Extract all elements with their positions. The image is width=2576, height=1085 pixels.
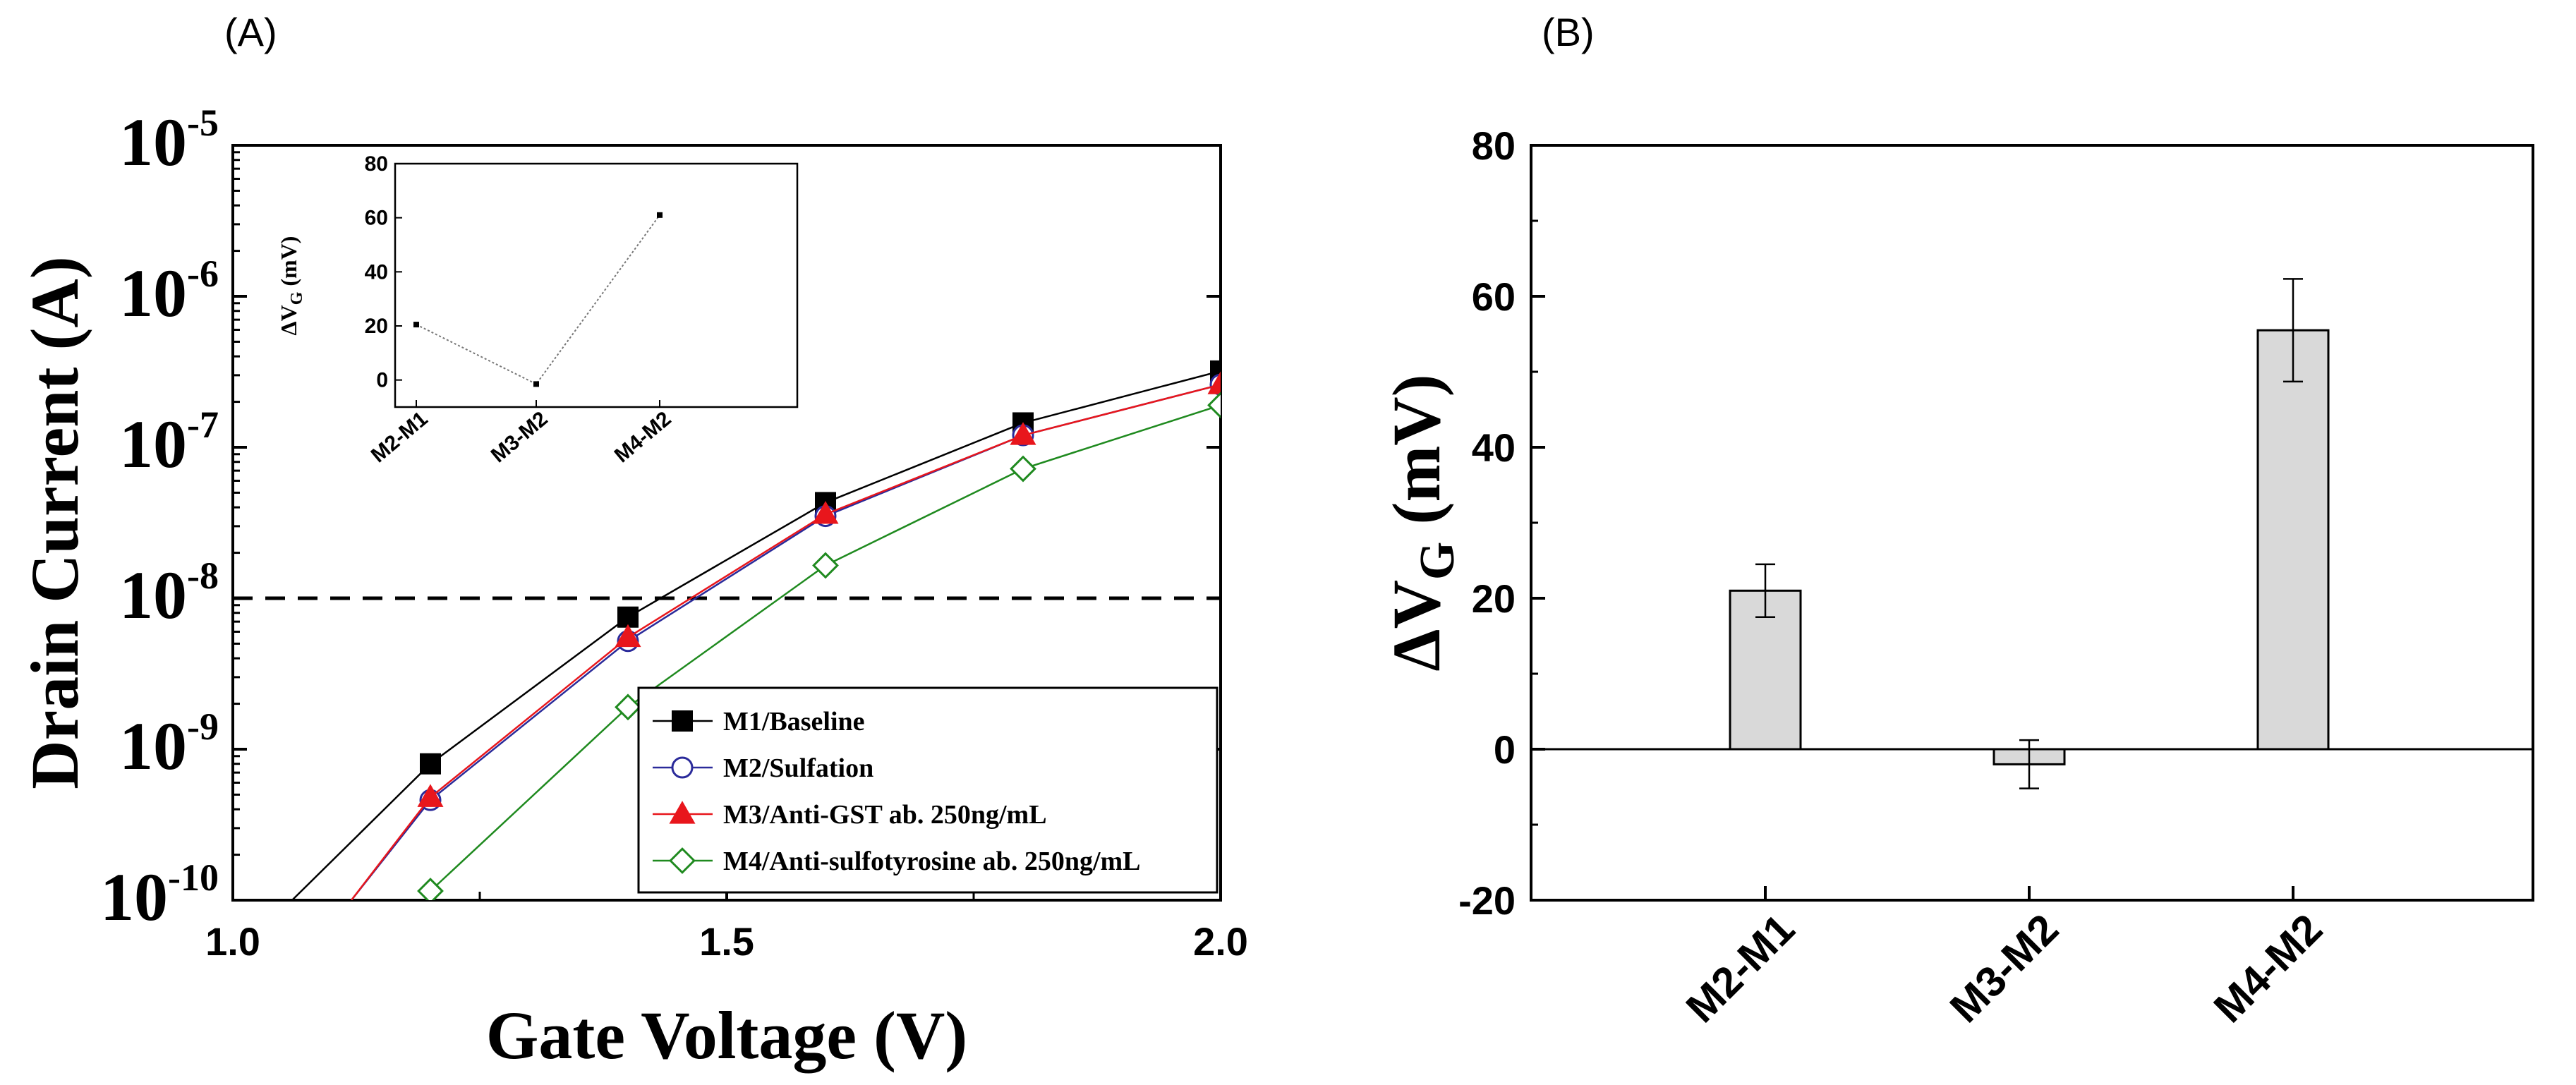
- marker-triangle: [1207, 371, 1221, 394]
- legend-box: [637, 686, 1219, 894]
- inset-y-ticks: 0 20 40 60 80: [365, 152, 402, 392]
- inset-y-title-sub: G: [288, 291, 306, 305]
- panel-b-bars: [1729, 278, 2330, 789]
- x-tick-label: 1.0: [205, 919, 260, 964]
- y-tick-base: 10: [119, 406, 187, 482]
- inset-point: [657, 212, 663, 218]
- marker-triangle: [1010, 422, 1036, 445]
- marker-diamond: [669, 847, 696, 874]
- y-tick-base: 10: [100, 859, 168, 935]
- inset-y-title-main: ΔV: [276, 305, 301, 335]
- y-tick-base: 10: [119, 255, 187, 331]
- b-y-tick-label: 40: [1472, 425, 1516, 470]
- inset-series: [413, 212, 663, 387]
- inset-y-tick-label: 0: [376, 369, 388, 392]
- b-y-tick-label: 60: [1472, 274, 1516, 319]
- y-tick-base: 10: [119, 708, 187, 784]
- series-line: [351, 383, 1221, 900]
- inset-y-tick-label: 20: [365, 315, 388, 338]
- y-tick-label: 10-6: [119, 253, 219, 331]
- b-y-tick-label: 80: [1472, 123, 1516, 168]
- y-tick-base: 10: [119, 104, 187, 180]
- y-tick-exponent: -8: [187, 554, 219, 597]
- panel-a-y-axis-title: Drain Current (A): [17, 256, 92, 789]
- inset-y-title-unit: (mV): [276, 236, 301, 292]
- marker-diamond: [615, 693, 641, 721]
- panel-a-label: (A): [224, 10, 277, 54]
- series-line: [291, 370, 1221, 900]
- bar: [2256, 329, 2330, 751]
- inset-y-tick-label: 40: [365, 260, 388, 284]
- legend-label: M1/Baseline: [723, 707, 865, 737]
- inset-point: [413, 322, 419, 328]
- y-tick-label: 10-9: [119, 705, 219, 784]
- marker-triangle: [417, 784, 444, 807]
- series-3: [351, 371, 1221, 900]
- marker-diamond: [812, 552, 839, 579]
- panel-b: (B) -20 0 20 40 60 80 M2-M1 M3-M2 M4-M2 ΔVG (mV…: [1379, 10, 2534, 1031]
- inset-x-tick-label: M2-M1: [367, 407, 433, 467]
- inset-y-tick-label: 80: [365, 152, 388, 176]
- inset-y-axis-title: ΔVG (mV): [276, 236, 306, 336]
- marker-circle: [671, 756, 694, 779]
- inset-chart: 0 20 40 60 80 M2-M1 M3-M2 M4-M2 ΔVG (mV): [276, 152, 799, 467]
- y-tick-base: 10: [119, 557, 187, 633]
- y-tick-label: 10-5: [119, 102, 219, 180]
- b-y-tick-label: 0: [1494, 727, 1516, 772]
- marker-triangle: [812, 501, 839, 524]
- b-x-tick-label: M4-M2: [2205, 905, 2331, 1031]
- b-y-tick-label: -20: [1458, 878, 1516, 923]
- y-tick-exponent: -5: [187, 102, 219, 144]
- marker-diamond: [1010, 455, 1036, 483]
- legend-label: M3/Anti-GST ab. 250ng/mL: [723, 800, 1047, 830]
- panel-a-x-ticks: 1.0 1.5 2.0: [205, 886, 1248, 964]
- marker-triangle: [669, 801, 696, 824]
- y-tick-label: 10-8: [119, 554, 219, 633]
- panel-b-label: (B): [1542, 10, 1595, 54]
- legend-label: M4/Anti-sulfotyrosine ab. 250ng/mL: [723, 847, 1141, 876]
- b-x-tick-label: M2-M1: [1677, 905, 1803, 1031]
- panel-b-y-title-unit: (mV): [1379, 374, 1454, 541]
- inset-x-tick-label: M4-M2: [610, 407, 676, 467]
- x-tick-label: 1.5: [699, 919, 754, 964]
- panel-b-y-title-main: ΔV: [1379, 580, 1454, 672]
- marker-square: [617, 606, 639, 628]
- inset-point: [533, 381, 539, 387]
- b-x-tick-label: M3-M2: [1941, 905, 2067, 1031]
- y-tick-exponent: -10: [168, 856, 219, 899]
- panel-b-y-ticks: -20 0 20 40 60 80: [1458, 123, 1545, 923]
- panel-a-series: [291, 360, 1221, 900]
- panel-b-x-ticks: M2-M1 M3-M2 M4-M2: [1677, 886, 2331, 1031]
- marker-square: [672, 710, 693, 732]
- y-tick-exponent: -9: [187, 705, 219, 748]
- series-4: [417, 392, 1221, 900]
- panel-b-plot-frame: [1530, 144, 2534, 902]
- panel-b-y-axis-title: ΔVG (mV): [1379, 374, 1465, 671]
- y-tick-exponent: -6: [187, 253, 219, 295]
- y-tick-exponent: -7: [187, 404, 219, 446]
- marker-diamond: [417, 878, 444, 900]
- inset-x-ticks: M2-M1 M3-M2 M4-M2: [367, 400, 676, 467]
- y-tick-label: 10-10: [100, 856, 219, 935]
- y-tick-label: 10-7: [119, 404, 219, 482]
- legend-label: M2/Sulfation: [723, 753, 873, 783]
- marker-diamond: [1207, 392, 1221, 419]
- inset-x-tick-label: M3-M2: [487, 407, 552, 467]
- inset-y-tick-label: 60: [365, 207, 388, 230]
- inset-frame: [394, 162, 799, 408]
- x-tick-label: 2.0: [1193, 919, 1248, 964]
- panel-a-x-axis-title: Gate Voltage (V): [486, 998, 968, 1073]
- marker-square: [420, 753, 441, 775]
- legend: M1/Baseline M2/Sulfation M3/Anti-GST ab. 2…: [637, 686, 1219, 894]
- b-y-tick-label: 20: [1472, 576, 1516, 621]
- marker-triangle: [615, 624, 641, 648]
- panel-b-y-title-sub: G: [1410, 542, 1465, 580]
